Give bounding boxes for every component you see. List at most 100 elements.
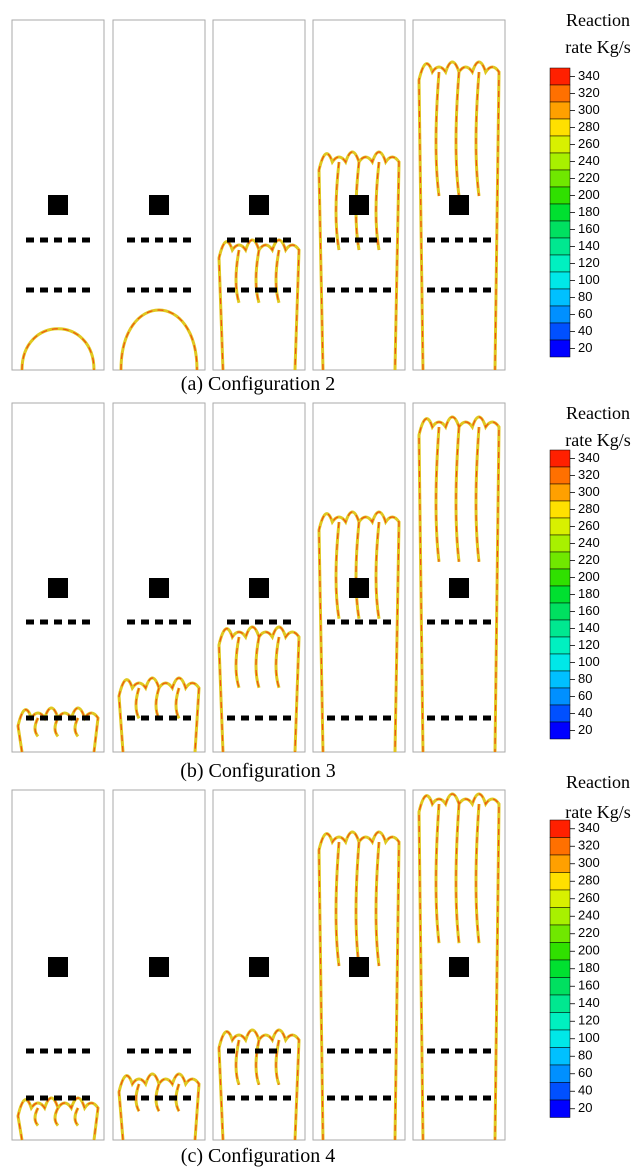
colorbar-segment [549,819,571,838]
colorbar-segment [549,322,571,341]
obstacle [249,957,269,977]
colorbar-segment [549,872,571,891]
colorbar-tick-label: 20 [578,1100,592,1115]
colorbar-segment [549,1012,571,1031]
colorbar-segment [549,907,571,926]
colorbar-segment [549,500,571,519]
colorbar-tick-label: 60 [578,1065,592,1080]
colorbar-tick-label: 340 [578,820,600,835]
flame-front [119,308,199,371]
colorbar-segment [549,959,571,978]
obstacle [449,195,469,215]
colorbar-segment [549,942,571,961]
obstacle [349,578,369,598]
colorbar-tick-label: 100 [578,654,600,669]
colorbar-tick-label: 120 [578,255,600,270]
domain-frame [312,789,406,1141]
flame-front [20,327,96,371]
colorbar-tick-label: 40 [578,323,592,338]
flame-core [118,1073,200,1141]
colorbar-tick-label: 80 [578,289,592,304]
colorbar-segment [549,721,571,740]
colorbar-segment [549,254,571,273]
colorbar-tick-label: 280 [578,119,600,134]
colorbar-segment [549,169,571,188]
colorbar-title: Reaction [566,10,630,30]
colorbar-tick-label: 100 [578,272,600,287]
colorbar-segment [549,305,571,324]
colorbar-segment [549,636,571,655]
colorbar-tick-label: 60 [578,306,592,321]
flame-core [218,239,300,371]
colorbar-title: rate Kg/s [565,37,630,57]
colorbar-segment [549,118,571,137]
flame-core [418,793,500,1141]
obstacle [48,957,68,977]
flame-core [21,328,95,371]
colorbar-segment [549,67,571,86]
colorbar-tick-label: 340 [578,68,600,83]
colorbar-tick-label: 120 [578,637,600,652]
colorbar-tick-label: 220 [578,925,600,940]
flame-core [118,677,200,753]
colorbar-segment [549,653,571,672]
colorbar-tick-label: 260 [578,136,600,151]
colorbar-tick-label: 200 [578,187,600,202]
colorbar-tick-label: 300 [578,484,600,499]
colorbar-title: Reaction [566,403,630,423]
colorbar-segment [549,101,571,120]
colorbar-segment [549,220,571,239]
flame-front [217,1028,301,1141]
obstacle [249,195,269,215]
colorbar-segment [549,837,571,856]
colorbar-segment [549,687,571,706]
colorbar-segment [549,1029,571,1048]
domain-frame [11,789,105,1141]
colorbar-tick-label: 240 [578,153,600,168]
colorbar-segment [549,84,571,103]
colorbar-segment [549,517,571,536]
colorbar-tick-label: 240 [578,908,600,923]
colorbar-segment [549,585,571,604]
colorbar-tick-label: 80 [578,671,592,686]
colorbar-segment [549,854,571,873]
colorbar-segment [549,339,571,358]
colorbar-tick-label: 260 [578,518,600,533]
colorbar-segment [549,1047,571,1066]
colorbar-segment [549,889,571,908]
domain-frame [212,402,306,753]
colorbar-segment [549,466,571,485]
domain-frame [412,402,506,753]
colorbar-segment [549,449,571,468]
colorbar-tick-label: 20 [578,722,592,737]
flame-front [317,150,401,371]
colorbar-segment [549,1064,571,1083]
colorbar-segment [549,670,571,689]
flame-core [318,511,400,753]
colorbar-tick-label: 220 [578,552,600,567]
colorbar-tick-label: 140 [578,620,600,635]
obstacle [149,195,169,215]
obstacle [349,957,369,977]
colorbar-tick-label: 320 [578,467,600,482]
domain-frame [312,402,406,753]
colorbar-segment [549,203,571,222]
domain-frame [11,402,105,753]
colorbar-segment [549,288,571,307]
domain-frame [212,789,306,1141]
colorbar-tick-label: 160 [578,603,600,618]
colorbar-tick-label: 40 [578,705,592,720]
colorbar-tick-label: 240 [578,535,600,550]
colorbar-title: rate Kg/s [565,430,630,450]
colorbar-tick-label: 280 [578,501,600,516]
obstacle [149,578,169,598]
flame-core [318,151,400,371]
flame-front [317,830,401,1141]
colorbar-segment [549,551,571,570]
colorbar-segment [549,534,571,553]
domain-frame [312,19,406,371]
colorbar-tick-label: 20 [578,340,592,355]
domain-frame [112,789,206,1141]
colorbar-tick-label: 220 [578,170,600,185]
colorbar-tick-label: 120 [578,1013,600,1028]
